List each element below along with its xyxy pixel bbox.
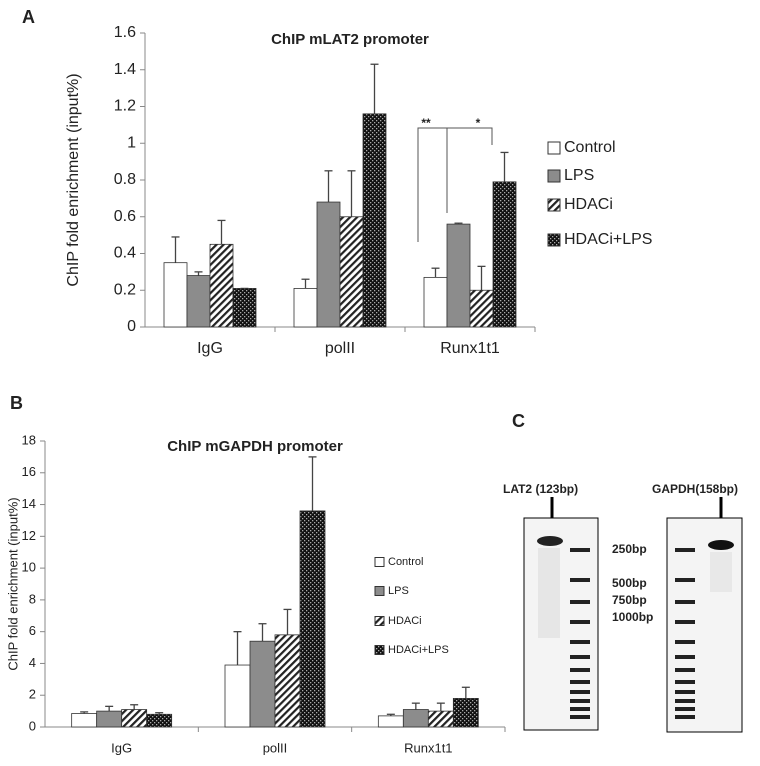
bar — [293, 288, 318, 328]
legend-label: Control — [388, 556, 423, 568]
smear — [710, 552, 732, 592]
annotation: ** — [421, 116, 431, 130]
marker-label: 250bp — [612, 542, 647, 556]
y-tick-label: 0.8 — [114, 171, 136, 188]
bar — [186, 275, 211, 328]
panel-label: B — [10, 393, 23, 413]
y-tick-label: 16 — [22, 464, 36, 479]
band — [708, 540, 734, 550]
y-tick-label: 8 — [29, 591, 36, 606]
legend-swatch — [374, 616, 385, 626]
legend-swatch — [374, 645, 385, 655]
legend-swatch — [547, 169, 561, 183]
y-axis-label: ChIP fold enrichment (input%) — [5, 497, 20, 670]
legend-label: HDACi — [564, 196, 613, 213]
gel-label: GAPDH(158bp) — [652, 482, 738, 496]
legend-label: LPS — [564, 167, 594, 184]
y-tick-label: 0.2 — [114, 281, 136, 298]
x-tick-label: IgG — [197, 340, 223, 357]
gel-panel: C LAT2 (123bp) GAPDH(158bp) 250bp 500bp — [503, 411, 743, 733]
legend-swatch — [374, 586, 385, 596]
x-tick-label: IgG — [111, 740, 132, 755]
marker-label: 1000bp — [612, 610, 653, 624]
bar — [402, 709, 429, 728]
x-tick-label: Runx1t1 — [440, 340, 500, 357]
bar — [224, 664, 251, 728]
bar — [469, 289, 494, 328]
bar — [163, 262, 188, 328]
y-tick-label: 1 — [127, 134, 136, 151]
y-tick-label: 0 — [29, 718, 36, 733]
bar — [316, 201, 341, 328]
bar — [427, 710, 454, 728]
significance-bracket — [417, 127, 493, 242]
legend-label: HDACi — [388, 615, 422, 627]
ladder — [570, 548, 695, 719]
marker-label: 750bp — [612, 593, 647, 607]
bar — [146, 713, 173, 728]
legend-swatch — [374, 557, 385, 567]
legend-label: HDACi+LPS — [388, 644, 449, 656]
bar — [377, 715, 404, 728]
y-tick-label: 0 — [127, 318, 136, 335]
y-tick-label: 12 — [22, 528, 36, 543]
bar — [121, 709, 148, 728]
y-tick-label: 1.6 — [114, 24, 136, 41]
bar — [452, 698, 479, 728]
legend-swatch — [547, 141, 561, 155]
panel-label: A — [22, 7, 35, 27]
legend-swatch — [547, 233, 561, 247]
legend-label: Control — [564, 139, 616, 156]
bar — [492, 181, 517, 328]
legend-swatch — [547, 198, 561, 212]
bar — [446, 223, 471, 328]
y-tick-label: 1.4 — [114, 61, 136, 78]
bar — [339, 216, 364, 328]
legend-label: HDACi+LPS — [564, 231, 652, 248]
x-tick-label: Runx1t1 — [404, 740, 452, 755]
bar — [209, 243, 234, 328]
bar — [362, 113, 387, 328]
bar — [232, 288, 257, 328]
annotation: * — [476, 116, 481, 130]
x-tick-label: polII — [263, 740, 288, 755]
x-tick-label: polII — [325, 340, 355, 357]
y-tick-label: 18 — [22, 432, 36, 447]
bar — [249, 640, 276, 728]
bar — [423, 276, 448, 328]
y-axis-label: ChIP fold enrichment (input%) — [65, 73, 82, 286]
y-tick-label: 14 — [22, 496, 36, 511]
chart-title: ChIP mLAT2 promoter — [271, 31, 429, 48]
band — [537, 536, 563, 546]
bar — [274, 634, 301, 728]
chart-title: ChIP mGAPDH promoter — [167, 438, 343, 455]
marker-label: 500bp — [612, 576, 647, 590]
legend-label: LPS — [388, 585, 409, 597]
panel-label: C — [512, 411, 525, 431]
y-tick-label: 2 — [29, 687, 36, 702]
bar — [71, 713, 98, 728]
y-tick-label: 0.6 — [114, 208, 136, 225]
gel-label: LAT2 (123bp) — [503, 482, 578, 496]
y-tick-label: 6 — [29, 623, 36, 638]
bar — [96, 710, 123, 728]
y-tick-label: 0.4 — [114, 245, 136, 262]
y-tick-label: 10 — [22, 560, 36, 575]
y-tick-label: 1.2 — [114, 98, 136, 115]
gel — [666, 517, 743, 733]
y-tick-label: 4 — [29, 655, 36, 670]
smear — [538, 548, 560, 638]
bar — [299, 510, 326, 728]
